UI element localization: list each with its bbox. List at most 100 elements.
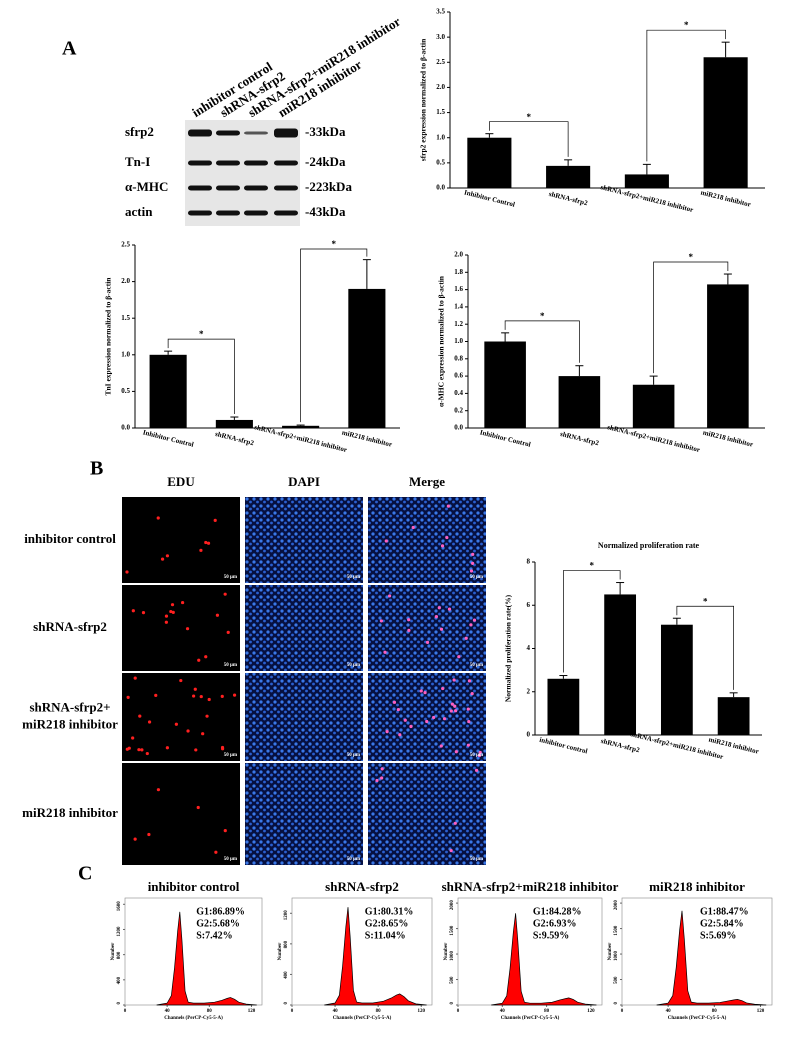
x-tick-label: 0: [457, 1009, 460, 1014]
y-tick-label: 400: [117, 976, 122, 984]
blot-band: [274, 210, 298, 216]
edu-dot: [214, 850, 218, 854]
phase-annotation: S:11.04%: [365, 930, 406, 941]
edu-dot: [193, 687, 197, 691]
edu-dot: [147, 720, 152, 724]
edu-dot: [147, 832, 151, 837]
y-tick-label: 1.0: [454, 337, 463, 345]
y-tick-label: 2.0: [454, 251, 463, 259]
blot-band: [188, 210, 212, 216]
y-axis-label: Number: [444, 942, 449, 961]
bar: [717, 697, 750, 735]
edu-dot: [403, 718, 407, 722]
bar: [624, 174, 669, 188]
edu-dot: [437, 606, 441, 610]
edu-dot: [201, 732, 205, 736]
edu-dot: [471, 552, 475, 556]
edu-dot: [467, 719, 471, 724]
edu-dot: [384, 539, 388, 543]
size-label: -33kDa: [305, 124, 346, 139]
significance-label: *: [540, 311, 545, 321]
blot-band: [216, 130, 240, 136]
chart-title: shRNA-sfrp2: [325, 879, 399, 894]
protein-label: actin: [125, 204, 153, 219]
blot-image: [185, 120, 300, 226]
significance-bracket: [563, 570, 621, 673]
x-tick-label: 80: [207, 1009, 213, 1014]
chart-title: shRNA-sfrp2+miR218 inhibitor: [442, 879, 619, 894]
row-label: inhibitor control: [24, 531, 116, 546]
y-tick-label: 8: [527, 558, 531, 566]
edu-dot: [126, 695, 130, 699]
scale-bar-label: 50 μm: [224, 575, 238, 580]
bar: [558, 376, 601, 428]
edu-dot: [232, 693, 237, 697]
edu-dot: [170, 603, 175, 607]
significance-bracket: [489, 121, 569, 157]
histogram-area: [324, 907, 427, 1006]
y-tick-label: 800: [117, 951, 122, 959]
edu-dot: [204, 540, 208, 545]
histogram-area: [656, 910, 767, 1006]
scale-bar-label: 50 μm: [224, 753, 238, 758]
y-tick-label: 0.5: [121, 387, 130, 395]
edu-dot: [464, 636, 468, 640]
y-tick-label: 400: [284, 971, 289, 979]
blot-band: [244, 210, 268, 216]
protein-label: sfrp2: [125, 124, 154, 139]
edu-dot: [165, 554, 170, 558]
edu-dot: [392, 700, 397, 704]
x-tick-label: 40: [333, 1009, 339, 1014]
significance-bracket: [504, 320, 580, 363]
edu-dot: [447, 607, 452, 611]
phase-annotation: G2:8.65%: [365, 918, 409, 929]
edu-dot: [469, 623, 473, 627]
y-tick-label: 2.5: [121, 241, 130, 249]
significance-label: *: [527, 112, 532, 122]
y-tick-label: 1.0: [436, 133, 445, 141]
y-tick-label: 1200: [117, 926, 122, 937]
y-tick-label: 0.0: [436, 184, 445, 192]
y-tick-label: 1.5: [121, 314, 130, 322]
edu-dot: [156, 788, 161, 792]
y-tick-label: 2.5: [436, 58, 445, 66]
edu-dot: [407, 618, 411, 622]
edu-dot: [454, 709, 458, 713]
edu-dot: [477, 753, 482, 758]
x-tick-label: 120: [587, 1009, 595, 1014]
edu-dot: [186, 729, 190, 733]
edu-dot: [379, 619, 383, 623]
bar: [467, 137, 512, 188]
edu-dot: [467, 679, 472, 683]
bar: [660, 624, 693, 735]
y-axis-label: TnI expression normalized to β-actin: [104, 277, 113, 396]
micrograph: [368, 497, 486, 583]
x-tick-label: 0: [291, 1009, 294, 1014]
micrograph: [245, 497, 363, 583]
scale-bar-label: 50 μm: [347, 857, 361, 862]
edu-dot: [213, 518, 217, 522]
bar: [604, 594, 637, 735]
edu-dot: [411, 525, 415, 530]
scale-bar-label: 50 μm: [347, 663, 361, 668]
phase-annotation: S:7.42%: [196, 930, 232, 941]
column-title: EDU: [167, 474, 195, 489]
edu-dot: [466, 707, 470, 711]
panel-label: A: [62, 38, 77, 60]
x-axis-label: Channels (PerCP-Cy5-5-A): [333, 1016, 392, 1021]
edu-dot: [470, 691, 474, 696]
edu-dot: [197, 658, 201, 662]
blot-band: [274, 160, 298, 166]
x-tick-label: miR218 inhibitor: [341, 429, 393, 449]
y-tick-label: 0.4: [454, 389, 463, 397]
edu-dot: [171, 610, 175, 615]
edu-dot: [223, 829, 227, 833]
column-title: Merge: [409, 474, 445, 489]
edu-dot: [140, 748, 144, 752]
y-tick-label: 1.6: [454, 285, 463, 293]
y-tick-label: 0.0: [121, 424, 130, 432]
bar: [546, 165, 591, 188]
edu-dot: [160, 557, 165, 561]
y-tick-label: 3.0: [436, 33, 445, 41]
edu-dot: [192, 694, 196, 698]
